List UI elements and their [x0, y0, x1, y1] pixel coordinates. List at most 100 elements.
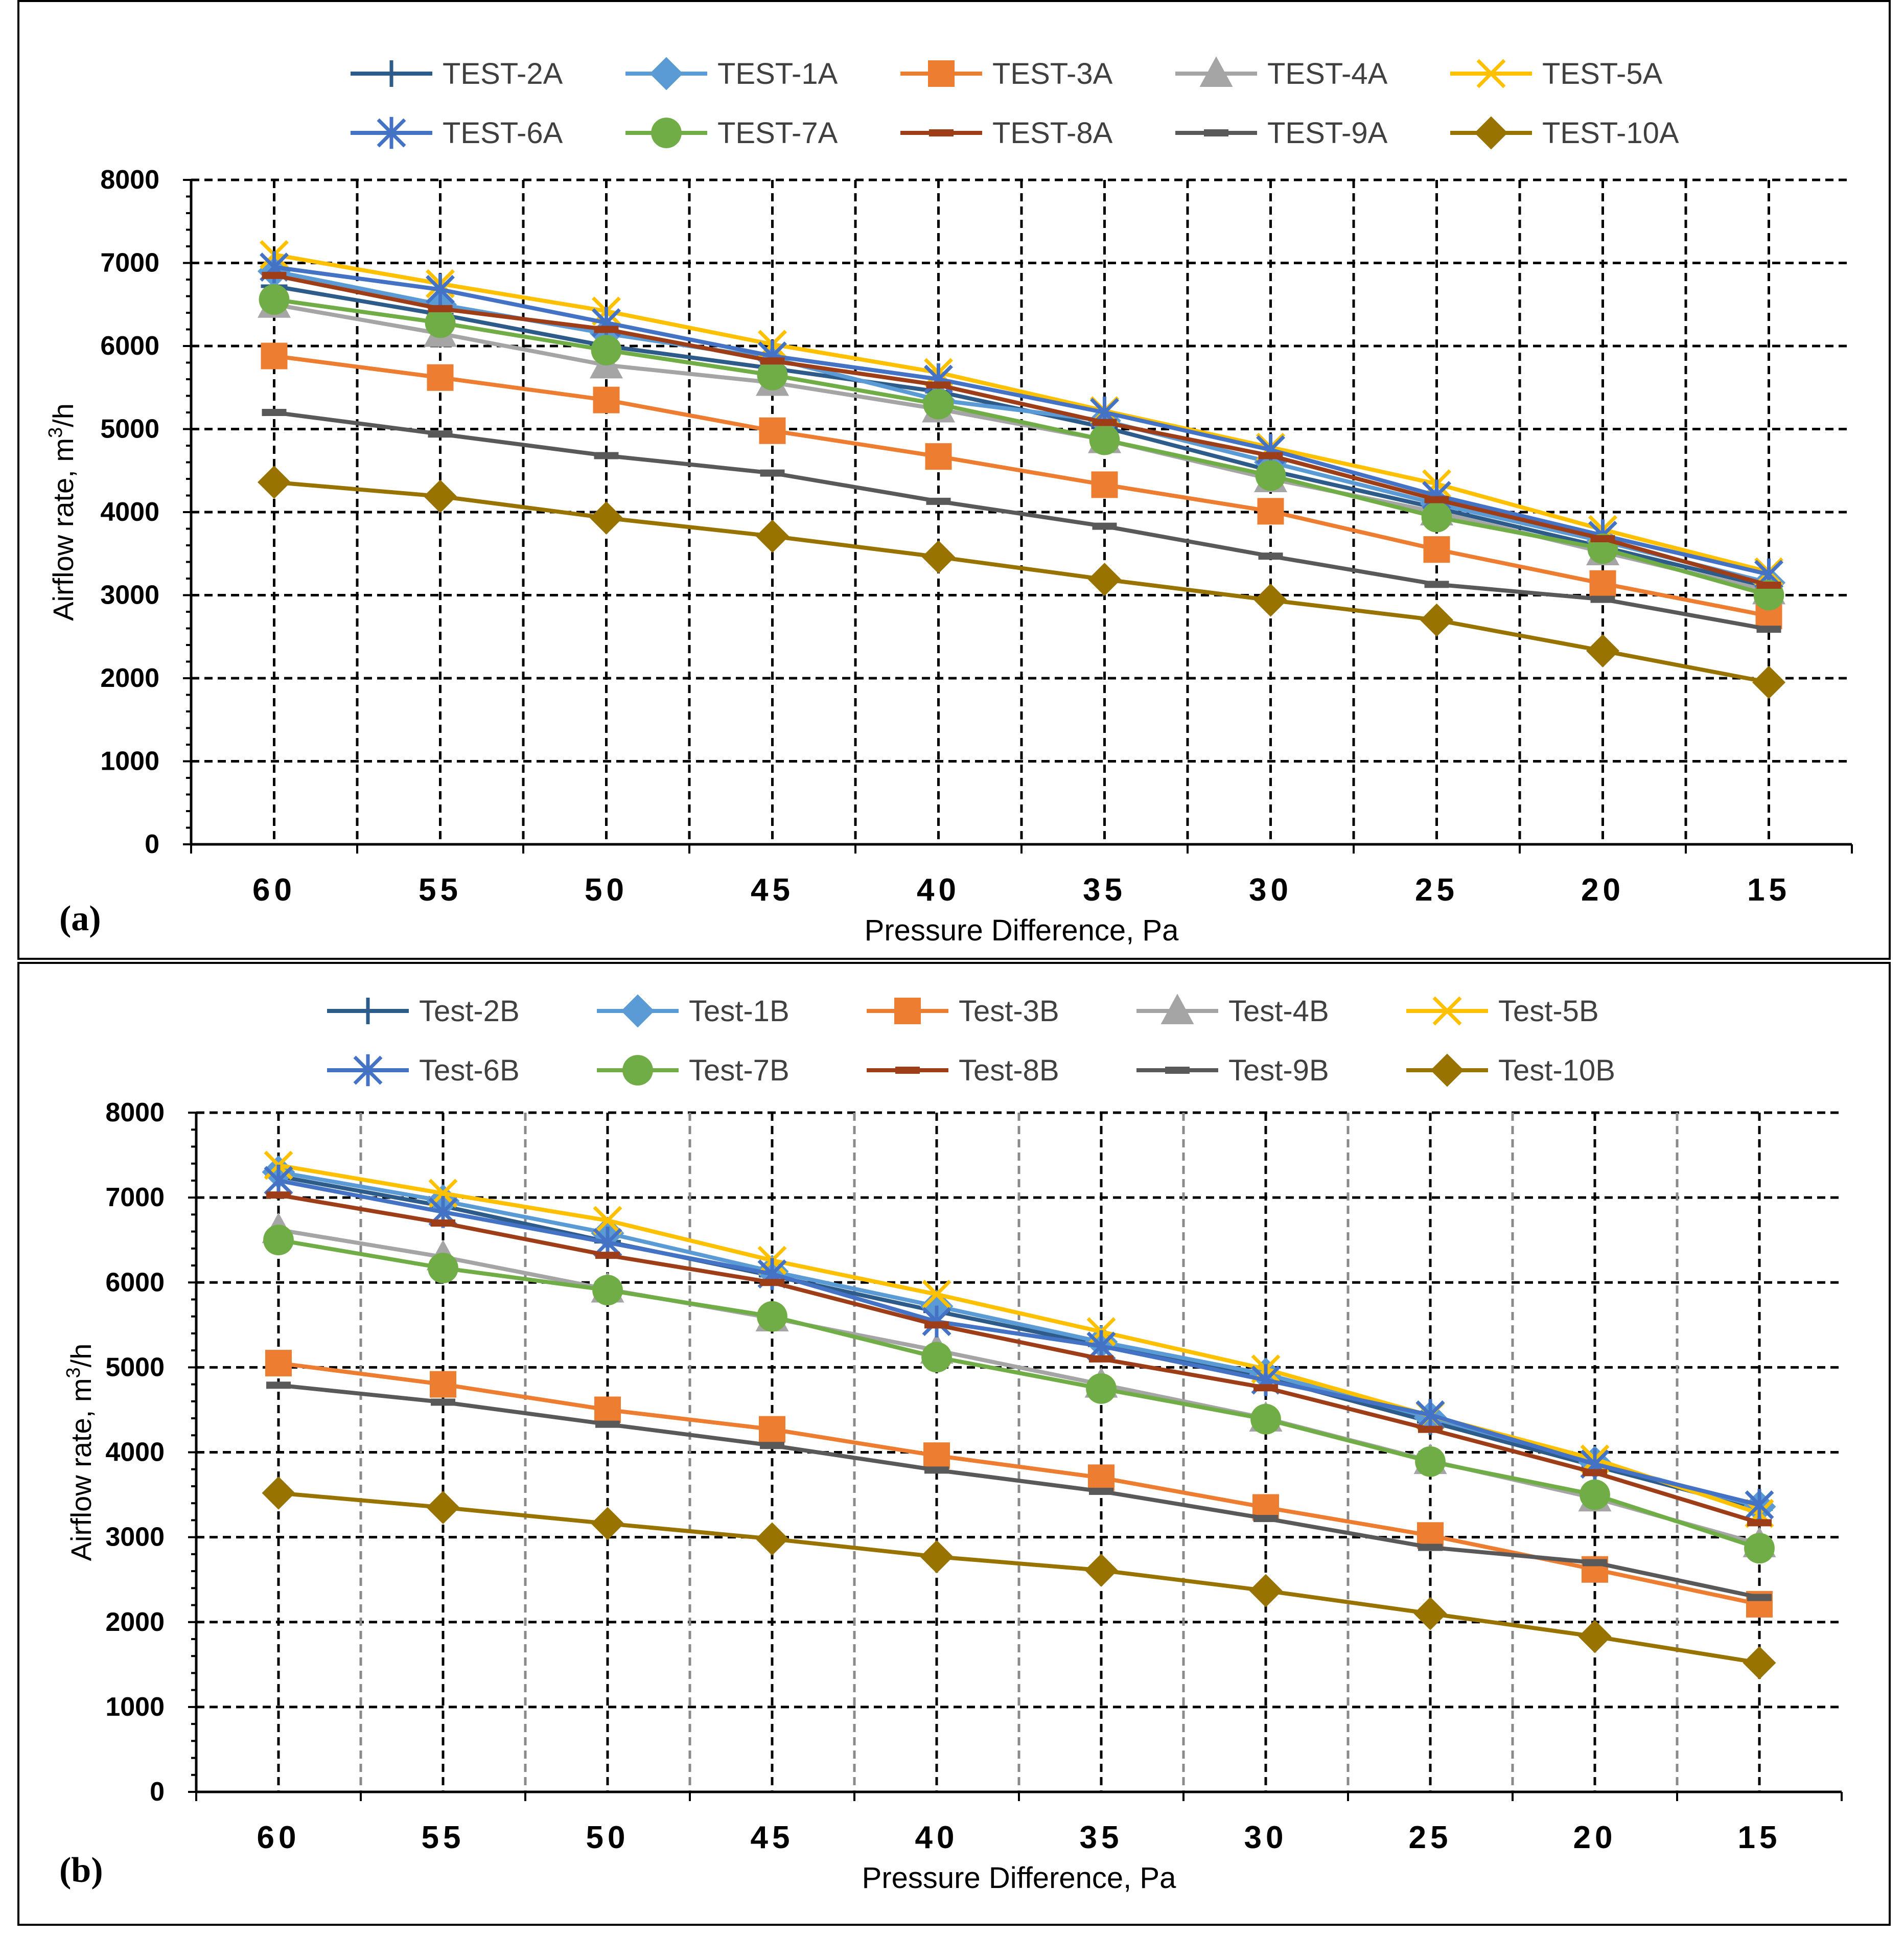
series-group	[258, 240, 1785, 699]
data-point	[1257, 498, 1284, 525]
data-point	[1756, 626, 1781, 633]
legend-label: Test-4B	[1228, 995, 1329, 1028]
data-point	[1590, 535, 1615, 542]
data-point	[1258, 552, 1283, 560]
legend: Test-2B Test-1B Test-3B Test-4B Test-5B Test-…	[327, 994, 1615, 1087]
y-tick-label: 2000	[105, 1607, 165, 1637]
data-point	[1583, 1469, 1607, 1477]
legend-marker	[355, 998, 381, 1024]
legend-marker	[1430, 1053, 1464, 1087]
x-tick-label: 15	[1747, 872, 1791, 908]
data-point	[1413, 1597, 1447, 1630]
data-point	[430, 1371, 456, 1398]
data-point	[594, 1396, 621, 1423]
x-tick-label: 20	[1581, 872, 1624, 908]
data-point	[1420, 603, 1453, 637]
data-point	[1580, 1479, 1610, 1510]
legend-label: TEST-7A	[717, 117, 838, 150]
series-line	[278, 1178, 1760, 1507]
x-tick-label: 50	[586, 1820, 630, 1855]
chart-panel-a: 0 1000 2000 3000 4000 5000 6000 7000 8000 60 55 50 4…	[17, 0, 1891, 960]
x-tick-label: 60	[257, 1820, 300, 1855]
y-tick-label: 3000	[105, 1523, 165, 1552]
legend-marker	[1204, 129, 1228, 136]
data-point	[760, 357, 785, 365]
x-tick-label: 35	[1083, 872, 1126, 908]
data-point	[594, 452, 619, 459]
y-tick-label: 7000	[100, 248, 159, 278]
series-line	[273, 273, 1770, 587]
data-point	[1086, 1373, 1117, 1404]
data-point	[1743, 1646, 1776, 1679]
series-line	[278, 1361, 1760, 1606]
data-point	[593, 1206, 622, 1235]
legend-label: Test-8B	[959, 1054, 1059, 1087]
x-tick-label: 30	[1249, 872, 1292, 908]
series-line	[273, 265, 1770, 577]
x-tick-label: 40	[915, 1820, 959, 1855]
y-axis-title: Airflow rate, m3/h	[63, 1344, 97, 1561]
data-point	[1250, 1403, 1281, 1435]
series-line	[278, 1174, 1760, 1511]
y-tick-label: 0	[150, 1777, 165, 1807]
data-point	[592, 1275, 623, 1306]
series-Test-10B	[262, 1476, 1776, 1679]
data-point	[1418, 1425, 1443, 1433]
legend-item: Test-6B	[327, 1054, 520, 1087]
legend-item: Test-4B	[1136, 994, 1329, 1028]
data-point	[265, 1350, 292, 1377]
data-point	[759, 1416, 785, 1443]
data-point	[923, 1442, 950, 1469]
x-tick-label: 55	[419, 872, 462, 908]
series-TEST-3A	[261, 342, 1782, 630]
legend-marker	[622, 1055, 653, 1086]
data-point	[431, 1398, 455, 1406]
axes: 0 1000 2000 3000 4000 5000 6000 7000 8000 60 55 50 4…	[100, 165, 1853, 908]
y-tick-label: 0	[145, 830, 159, 859]
data-point	[1254, 583, 1287, 617]
data-point	[1752, 665, 1785, 699]
legend: TEST-2A TEST-1A TEST-3A TEST-4A TEST-5A TEST-…	[351, 56, 1679, 150]
data-point	[1423, 536, 1450, 563]
data-point	[593, 386, 620, 413]
legend-label: Test-2B	[419, 995, 520, 1028]
legend-item: Test-8B	[867, 1054, 1059, 1087]
data-point	[760, 1442, 784, 1449]
series-Test-7B	[263, 1225, 1775, 1564]
data-point	[428, 305, 453, 312]
data-point	[258, 466, 291, 499]
data-point	[426, 273, 455, 306]
data-point	[590, 501, 623, 535]
legend-item: TEST-5A	[1450, 57, 1663, 90]
legend-marker	[1432, 996, 1462, 1026]
data-point	[922, 1280, 951, 1309]
y-tick-label: 4000	[100, 497, 159, 527]
legend-label: TEST-6A	[443, 117, 563, 150]
data-point	[591, 1507, 624, 1540]
data-point	[427, 364, 454, 391]
legend-label: TEST-9A	[1267, 117, 1388, 150]
data-point	[428, 1253, 458, 1283]
series-line	[278, 1383, 1760, 1600]
legend-label: Test-5B	[1498, 995, 1599, 1028]
series-Test-8B	[266, 1191, 1772, 1527]
data-point	[264, 1164, 293, 1197]
legend-item: TEST-1A	[625, 57, 838, 90]
legend-marker	[1199, 56, 1233, 87]
legend-item: Test-2B	[327, 995, 520, 1028]
legend-item: TEST-10A	[1450, 116, 1679, 150]
legend-label: TEST-10A	[1542, 117, 1679, 150]
data-point	[262, 409, 287, 416]
data-point	[757, 1301, 787, 1332]
data-point	[431, 1219, 455, 1227]
data-point	[1418, 1544, 1443, 1551]
x-tick-label: 30	[1244, 1820, 1288, 1855]
grid	[196, 1111, 1842, 1792]
data-point	[925, 443, 952, 470]
x-tick-label: 25	[1409, 1820, 1452, 1855]
data-point	[591, 335, 622, 366]
legend-item: TEST-7A	[625, 117, 838, 150]
series-Test-9B	[266, 1381, 1772, 1601]
series-line	[273, 252, 1770, 574]
data-point	[428, 430, 453, 438]
